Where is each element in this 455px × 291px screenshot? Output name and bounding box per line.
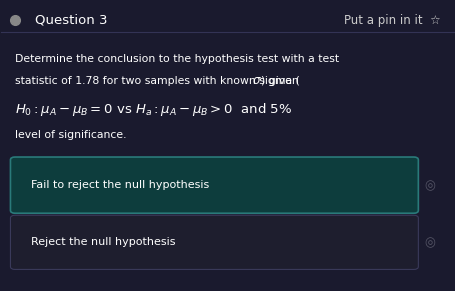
- Text: ) given: ) given: [260, 76, 298, 86]
- Text: $H_0 : \mu_A - \mu_B = 0$ vs $H_a : \mu_A - \mu_B > 0$  and 5%: $H_0 : \mu_A - \mu_B = 0$ vs $H_a : \mu_…: [15, 101, 291, 118]
- Text: level of significance.: level of significance.: [15, 130, 126, 141]
- Text: Determine the conclusion to the hypothesis test with a test: Determine the conclusion to the hypothes…: [15, 54, 339, 64]
- FancyBboxPatch shape: [10, 157, 417, 213]
- Text: $\sigma$: $\sigma$: [252, 74, 261, 87]
- FancyBboxPatch shape: [10, 215, 417, 269]
- Text: Question 3: Question 3: [35, 14, 108, 26]
- Text: ◎: ◎: [423, 179, 434, 192]
- Text: statistic of 1.78 for two samples with known sigma (: statistic of 1.78 for two samples with k…: [15, 76, 299, 86]
- Text: ◎: ◎: [423, 236, 434, 249]
- Text: Put a pin in it  ☆: Put a pin in it ☆: [344, 14, 440, 26]
- Text: Reject the null hypothesis: Reject the null hypothesis: [31, 237, 175, 247]
- Text: Fail to reject the null hypothesis: Fail to reject the null hypothesis: [31, 180, 209, 190]
